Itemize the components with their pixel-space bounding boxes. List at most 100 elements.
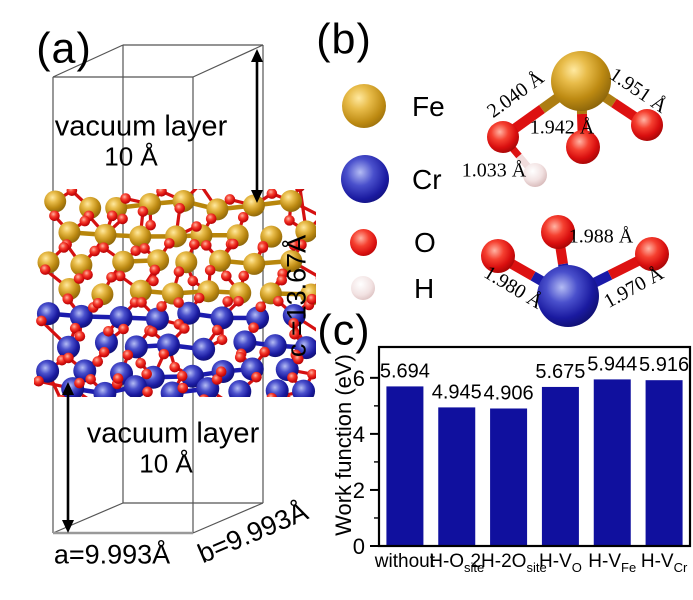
o-atom bbox=[215, 366, 227, 377]
o-atom bbox=[92, 356, 104, 367]
o-atom bbox=[112, 373, 124, 384]
o-atom bbox=[292, 353, 304, 365]
x-category-label: without bbox=[374, 551, 436, 572]
bar-value-label: 4.906 bbox=[484, 382, 534, 404]
cr-legend-sphere bbox=[341, 155, 389, 203]
o-atom bbox=[74, 377, 85, 389]
o-atom bbox=[137, 206, 149, 217]
fe-atom bbox=[242, 194, 265, 217]
o-atom bbox=[164, 238, 175, 249]
fe-atom bbox=[129, 279, 152, 302]
o-atom bbox=[248, 322, 259, 333]
o-atom bbox=[234, 351, 246, 363]
o-atom bbox=[103, 325, 114, 337]
o-atom bbox=[149, 264, 161, 276]
o-atom bbox=[287, 372, 298, 383]
vacuum-arrow-bottom bbox=[62, 382, 74, 533]
y-tick-label: 6 bbox=[353, 366, 365, 391]
o-atom bbox=[130, 245, 142, 257]
o-atom bbox=[227, 400, 238, 411]
panel-b-label: (b) bbox=[316, 15, 372, 64]
o-atom bbox=[541, 215, 575, 249]
o-atom bbox=[169, 361, 180, 373]
o-atom bbox=[85, 373, 96, 385]
h-atom bbox=[523, 163, 547, 187]
o-atom bbox=[211, 324, 223, 336]
o-atom bbox=[197, 189, 203, 190]
o-atom bbox=[92, 297, 104, 309]
o-atom bbox=[63, 352, 74, 364]
o-atom bbox=[233, 295, 244, 307]
o-atom bbox=[122, 349, 134, 361]
cr-atom bbox=[109, 306, 133, 330]
o-atom bbox=[174, 203, 186, 214]
o-atom bbox=[145, 219, 156, 231]
o-atom bbox=[191, 221, 202, 232]
o-atom bbox=[173, 297, 184, 308]
y-axis-title: Work function (eV) bbox=[331, 354, 356, 536]
o-atom bbox=[106, 210, 118, 222]
bar bbox=[593, 379, 631, 546]
o-atom bbox=[34, 375, 44, 387]
o-atom bbox=[481, 239, 515, 273]
o-atom bbox=[62, 293, 74, 305]
fe-atom bbox=[209, 249, 232, 272]
o-atom bbox=[222, 296, 233, 307]
o-atom bbox=[139, 243, 150, 254]
o-atom bbox=[98, 346, 110, 358]
o-atom bbox=[307, 368, 316, 380]
o-atom bbox=[237, 212, 249, 223]
unit-cell-box bbox=[52, 44, 264, 535]
o-atom bbox=[141, 368, 152, 380]
o-atom bbox=[66, 189, 78, 196]
o-atom bbox=[631, 109, 663, 141]
fe-molecule bbox=[487, 51, 663, 187]
o-atom bbox=[73, 273, 85, 284]
cr-atom bbox=[36, 359, 60, 383]
o-atom bbox=[635, 237, 669, 271]
o-atom bbox=[176, 370, 188, 382]
o-atom bbox=[221, 270, 232, 282]
crystal-slab bbox=[34, 189, 316, 411]
x-category-label: H-VCr bbox=[640, 551, 688, 575]
x-category-label: 2H-2Osite bbox=[470, 551, 547, 575]
y-tick-label: 0 bbox=[353, 534, 365, 559]
fe-atom bbox=[551, 51, 611, 111]
bar-value-label: 5.944 bbox=[587, 353, 637, 375]
o-atom bbox=[173, 266, 185, 278]
fe-atom bbox=[129, 225, 152, 248]
fe-bond-length-center: 1.942 Å bbox=[529, 116, 595, 139]
o-atom bbox=[266, 189, 278, 199]
o-atom bbox=[79, 215, 91, 227]
cr-atom bbox=[180, 364, 204, 388]
o-atom bbox=[118, 323, 129, 335]
o-atom bbox=[257, 242, 269, 254]
o-atom bbox=[289, 328, 300, 340]
o-atom bbox=[187, 275, 199, 287]
vacuum-arrow-top bbox=[251, 49, 263, 203]
h-legend-label: H bbox=[414, 273, 435, 304]
o-atom bbox=[177, 382, 189, 394]
fe-atom bbox=[58, 221, 81, 244]
cr-atom bbox=[233, 330, 257, 354]
vacuum-layer-top-size: 10 Å bbox=[104, 141, 158, 172]
fe-atom bbox=[44, 190, 67, 213]
cr-atom bbox=[265, 379, 289, 397]
o-atom bbox=[106, 271, 117, 283]
o-atom bbox=[57, 395, 66, 397]
o-atom bbox=[315, 276, 316, 280]
o-atom bbox=[227, 238, 239, 250]
o-atom bbox=[200, 240, 212, 251]
panel-a-label: (a) bbox=[36, 24, 92, 73]
o-atom bbox=[74, 330, 86, 342]
fe-atom bbox=[58, 277, 81, 300]
lattice-c-label: c =13.67Å bbox=[281, 234, 312, 358]
o-atom bbox=[276, 274, 288, 286]
slab-atoms bbox=[34, 189, 316, 411]
o-atom bbox=[36, 315, 47, 327]
o-legend-label: O bbox=[414, 227, 436, 258]
bar bbox=[438, 407, 476, 546]
cr-atom bbox=[93, 381, 117, 397]
